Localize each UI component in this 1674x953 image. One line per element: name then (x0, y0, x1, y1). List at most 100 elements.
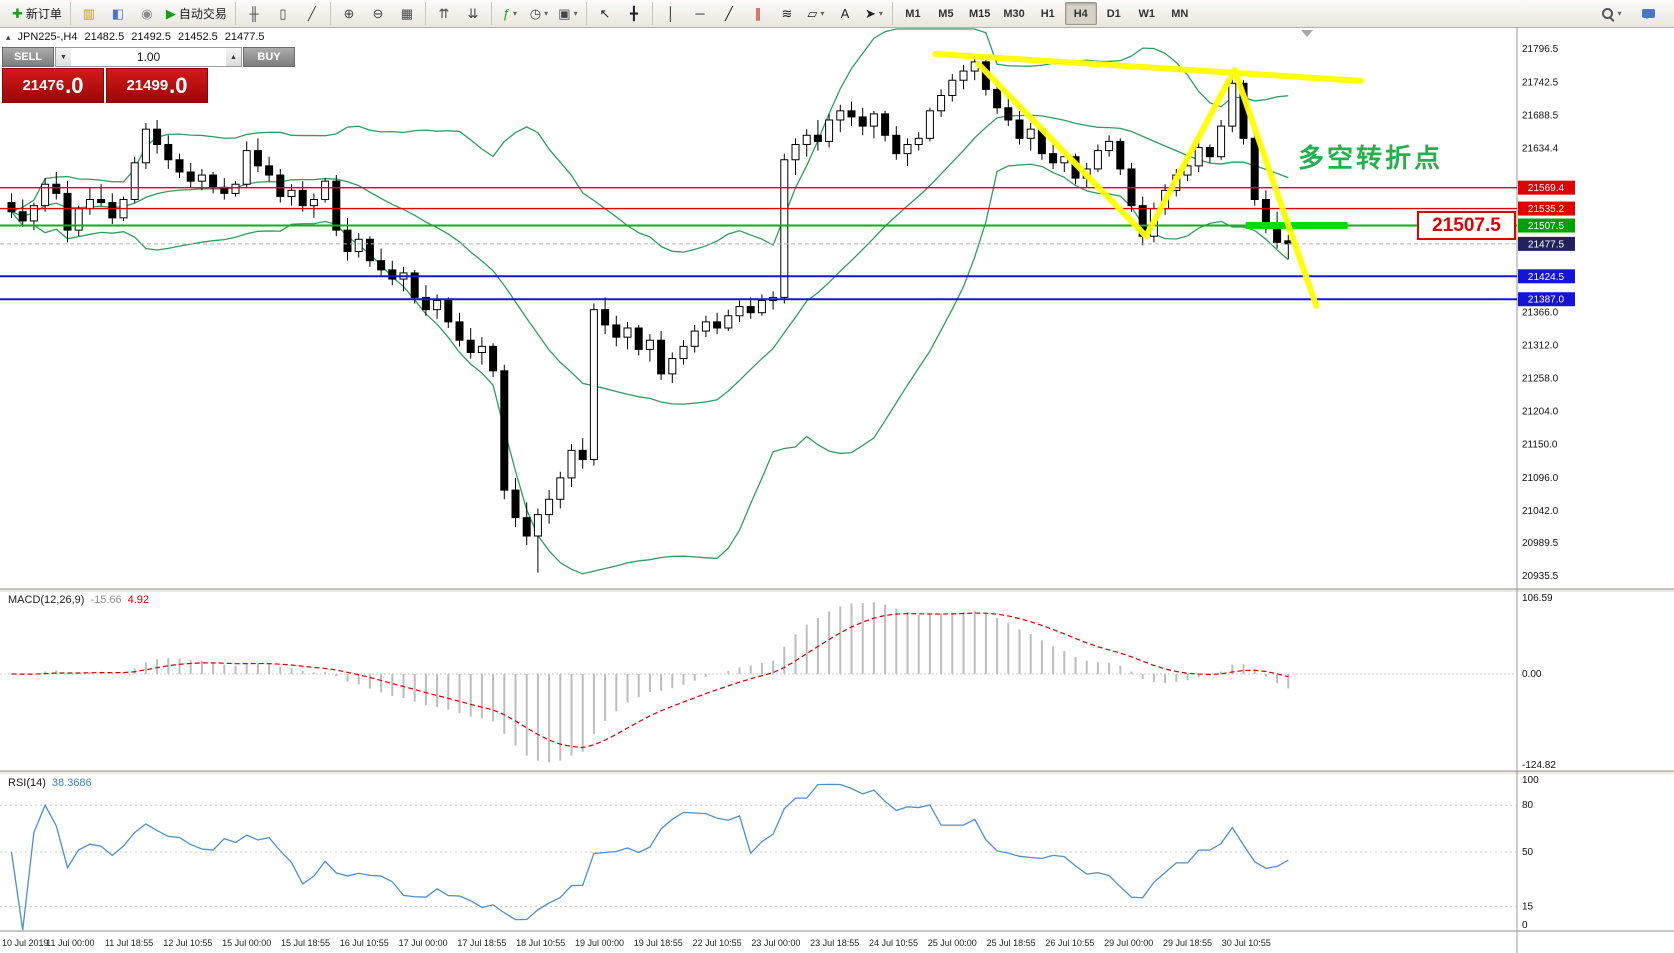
zoom-in-button[interactable]: ⊕ (335, 2, 363, 25)
svg-text:15 Jul 00:00: 15 Jul 00:00 (222, 938, 271, 948)
timeframe-m30-button[interactable]: M30 (1003, 7, 1025, 20)
tile-windows-button[interactable]: ▦ (393, 2, 421, 25)
sell-button[interactable]: SELL (2, 47, 54, 67)
sell-price-button[interactable]: 21476 .0 (2, 68, 104, 103)
svg-text:21569.4: 21569.4 (1528, 183, 1565, 194)
autotrading-button-label: 自动交易 (178, 7, 227, 21)
chevron-down-icon: ▾ (513, 9, 518, 18)
chevron-down-icon: ▾ (544, 9, 549, 18)
rsi-label: RSI(14) 38.3686 (8, 777, 92, 789)
buy-price-button[interactable]: 21499 .0 (106, 68, 208, 103)
macd-histogram (21, 602, 1290, 763)
macd-value: -15.66 (90, 594, 122, 606)
charts-button[interactable]: ▥ (75, 2, 103, 25)
svg-text:11 Jul 00:00: 11 Jul 00:00 (46, 938, 94, 948)
svg-text:21312.0: 21312.0 (1522, 341, 1559, 352)
svg-text:25 Jul 18:55: 25 Jul 18:55 (987, 938, 1036, 948)
chart-line-icon: ╱ (308, 6, 316, 21)
svg-text:24 Jul 10:55: 24 Jul 10:55 (869, 938, 918, 948)
yellow-trendline[interactable] (932, 50, 1365, 84)
yellow-trendlines[interactable] (932, 50, 1365, 309)
bollinger-bands (10, 28, 1289, 575)
svg-text:15: 15 (1522, 902, 1534, 913)
cursor-icon: ↖ (599, 6, 611, 21)
arrows-button[interactable]: ➤ ▾ (860, 2, 888, 25)
ohlc-high: 21492.5 (131, 31, 171, 43)
candlestick-series (7, 55, 1293, 573)
yellow-trendline[interactable] (975, 60, 1320, 309)
timeframe-m1-button[interactable]: M1 (905, 7, 921, 20)
volume-input[interactable] (71, 48, 226, 66)
svg-text:21742.5: 21742.5 (1522, 77, 1559, 88)
charts-icon: ▥ (82, 6, 96, 21)
zoom-out-button[interactable]: ⊖ (364, 2, 392, 25)
svg-text:17 Jul 00:00: 17 Jul 00:00 (399, 938, 448, 948)
cursor-button[interactable]: ↖ (591, 2, 619, 25)
buy-button[interactable]: BUY (243, 47, 295, 67)
crosshair-button[interactable]: ╋ (620, 2, 648, 25)
horizontal-line-button[interactable]: ─ (686, 2, 714, 25)
chart-canvas[interactable]: 21796.5 21742.5 21688.5 21634.4 21366.0 21312… (0, 27, 1674, 953)
svg-text:106.59: 106.59 (1522, 593, 1553, 604)
chart-bars-button[interactable]: ╫ (240, 2, 268, 25)
timeframe-mn-button[interactable]: MN (1171, 7, 1189, 20)
timeframe-m5-button[interactable]: M5 (938, 7, 954, 20)
trendline-icon: ╱ (725, 6, 733, 21)
toolbar-group: ▥ ◧ ◉ ▶ 自动交易 (69, 2, 235, 25)
svg-text:12 Jul 10:55: 12 Jul 10:55 (163, 938, 212, 948)
arrange-up-button[interactable]: ⇈ (430, 2, 458, 25)
arrange-down-button[interactable]: ⇊ (459, 2, 487, 25)
svg-text:18 Jul 10:55: 18 Jul 10:55 (516, 938, 565, 948)
vertical-line-icon: │ (666, 6, 675, 21)
text-button[interactable]: A (831, 2, 859, 25)
rsi-axis: 100 80 50 15 0 (1522, 775, 1539, 931)
indicators-button[interactable]: ƒ ▾ (496, 2, 524, 25)
horizontal-lines[interactable] (0, 186, 1517, 301)
price-axis: 21796.5 21742.5 21688.5 21634.4 21366.0 21312… (1522, 44, 1559, 582)
periods-icon: ◷ (529, 6, 542, 21)
price-tags: 21569.4 21535.2 21507.5 21477.5 21424.5 21387… (1518, 180, 1575, 307)
timeframe-m15-button[interactable]: M15 (968, 7, 991, 20)
new-order-button-label: 新订单 (25, 7, 62, 21)
svg-text:21042.0: 21042.0 (1522, 506, 1559, 517)
trendline-button[interactable]: ╱ (715, 2, 743, 25)
fibonacci-button[interactable]: ≋ (773, 2, 801, 25)
timeframe-d1-button[interactable]: D1 (1106, 7, 1121, 20)
timeframe-h4-button[interactable]: H4 (1064, 2, 1097, 25)
one-click-toggle-icon[interactable]: ▴ (6, 31, 11, 42)
community-button[interactable] (1634, 2, 1662, 25)
profiles-button[interactable]: ◧ (104, 2, 132, 25)
rsi-value: 38.3686 (51, 777, 92, 789)
sell-price-frac: .0 (65, 72, 84, 98)
templates-button[interactable]: ▣ ▾ (554, 2, 582, 25)
rsi-line (10, 783, 1289, 931)
search-button[interactable]: ▾ (1598, 2, 1626, 25)
zoom-out-icon: ⊖ (372, 6, 384, 21)
autotrading-icon: ▶ (165, 6, 176, 21)
new-order-button[interactable]: ✚ 新订单 (8, 2, 66, 25)
chart-candles-button[interactable]: ▯ (269, 2, 297, 25)
arrows-icon: ➤ (864, 6, 876, 21)
vertical-line-button[interactable]: │ (657, 2, 685, 25)
volume-increase-button[interactable]: ▲ (226, 48, 241, 66)
channel-button[interactable]: ∥ (744, 2, 772, 25)
svg-text:0.00: 0.00 (1522, 669, 1542, 680)
volume-decrease-button[interactable]: ▼ (56, 48, 71, 66)
svg-text:21366.0: 21366.0 (1522, 308, 1559, 319)
shapes-button[interactable]: ▱ ▾ (802, 2, 830, 25)
svg-text:29 Jul 00:00: 29 Jul 00:00 (1104, 938, 1153, 948)
toolbar: ✚ 新订单 ▥ ◧ ◉ ▶ 自动交易 ╫ ▯ ╱ ⊕ ⊖ ▦ ⇈ ⇊ ƒ ▾ ◷ ▾ ▣ ▾ ↖ ╋ │ ─ ╱ ∥ ≋ ▱ ▾ A ➤ ▾ M… (0, 0, 1674, 28)
periods-button[interactable]: ◷ ▾ (525, 2, 553, 25)
shapes-icon: ▱ (807, 6, 818, 21)
alerts-button[interactable]: ◉ (133, 2, 161, 25)
autotrading-button[interactable]: ▶ 自动交易 (162, 2, 231, 25)
svg-text:20989.5: 20989.5 (1522, 538, 1559, 549)
one-click-trading-panel: SELL ▼ ▲ BUY 21476 .0 21499 .0 (2, 47, 295, 103)
chart-line-button[interactable]: ╱ (298, 2, 326, 25)
timeframe-h1-button[interactable]: H1 (1040, 7, 1055, 20)
toolbar-group: ⇈ ⇊ (424, 2, 491, 25)
svg-text:15 Jul 18:55: 15 Jul 18:55 (281, 938, 330, 948)
timeframe-w1-button[interactable]: W1 (1138, 7, 1156, 20)
macd-label: MACD(12,26,9) -15.66 4.92 (8, 594, 149, 606)
